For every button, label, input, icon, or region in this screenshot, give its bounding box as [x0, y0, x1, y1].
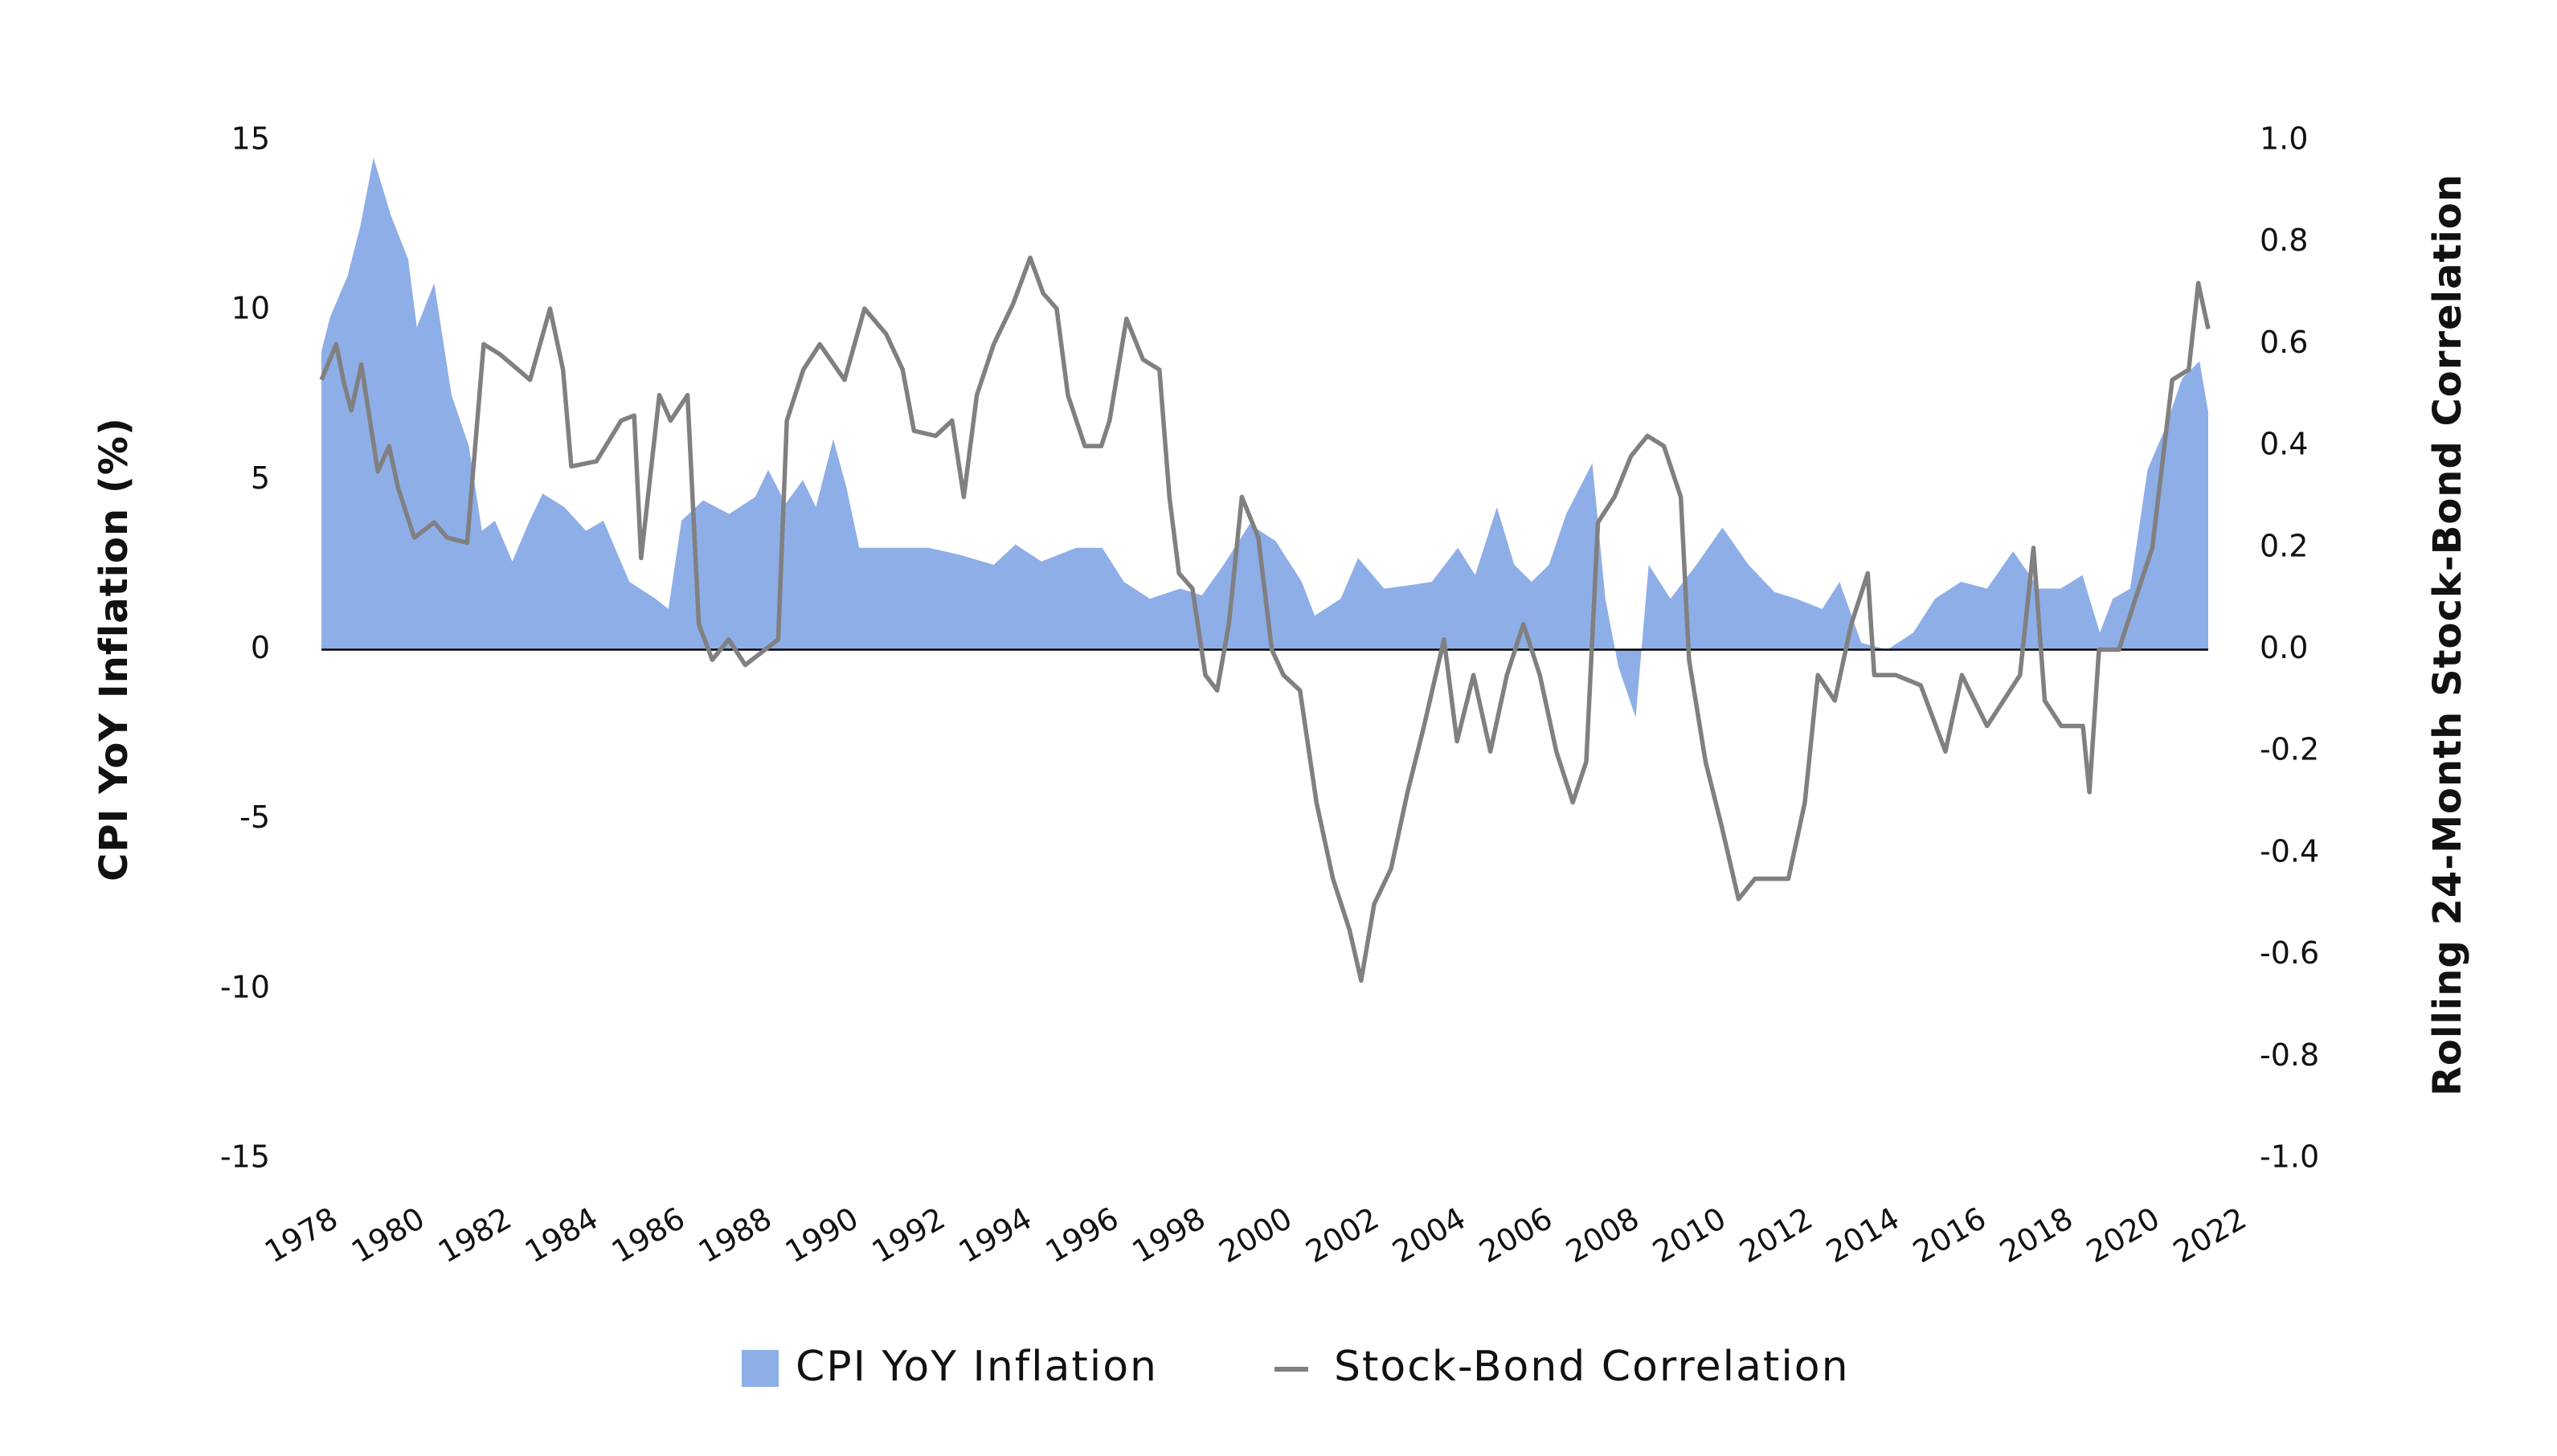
y2-tick-label: 0.2 — [2260, 528, 2308, 563]
x-tick-label: 1982 — [432, 1200, 518, 1270]
x-tick-label: 2006 — [1473, 1200, 1558, 1270]
x-tick-label: 1978 — [259, 1200, 344, 1270]
y2-tick-label: -0.6 — [2260, 935, 2319, 971]
y2-tick-label: 0.0 — [2260, 630, 2308, 665]
y2-axis-title: Rolling 24-Month Stock-Bond Correlation — [2425, 174, 2470, 1096]
x-tick-label: 1984 — [519, 1200, 604, 1270]
y2-tick-label: 0.8 — [2260, 223, 2308, 258]
x-tick-label: 1994 — [953, 1200, 1038, 1270]
x-tick-label: 2012 — [1733, 1200, 1819, 1270]
x-tick-label: 1980 — [346, 1200, 431, 1270]
x-tick-label: 2014 — [1820, 1200, 1905, 1270]
x-tick-label: 2008 — [1560, 1200, 1645, 1270]
legend-swatch — [742, 1350, 779, 1387]
y-tick-label: 5 — [251, 460, 270, 496]
x-tick-label: 2022 — [2167, 1200, 2252, 1270]
x-tick-label: 1996 — [1040, 1200, 1125, 1270]
y-tick-label: -10 — [220, 969, 270, 1004]
legend-label: CPI YoY Inflation — [796, 1343, 1158, 1391]
x-tick-label: 2020 — [2080, 1200, 2166, 1270]
y-tick-label: 15 — [231, 121, 270, 157]
x-tick-label: 2016 — [1907, 1200, 1992, 1270]
x-tick-label: 1990 — [779, 1200, 865, 1270]
y-tick-label: 10 — [231, 291, 270, 326]
y-tick-label: 0 — [251, 630, 270, 665]
x-tick-label: 1998 — [1127, 1200, 1212, 1270]
x-tick-label: 2010 — [1647, 1200, 1732, 1270]
x-tick-label: 2004 — [1386, 1200, 1471, 1270]
x-tick-label: 2002 — [1299, 1200, 1385, 1270]
y-tick-label: -5 — [239, 800, 270, 835]
cpi-area — [321, 157, 2209, 718]
x-tick-label: 1986 — [606, 1200, 691, 1270]
y-axis-title: CPI YoY Inflation (%) — [92, 417, 137, 881]
y2-tick-label: -1.0 — [2260, 1139, 2319, 1175]
legend-label: Stock-Bond Correlation — [1334, 1343, 1850, 1391]
y2-tick-label: -0.2 — [2260, 732, 2319, 767]
y2-tick-label: -0.8 — [2260, 1037, 2319, 1073]
x-tick-label: 2000 — [1213, 1200, 1298, 1270]
x-tick-label: 2018 — [1994, 1200, 2079, 1270]
y2-tick-label: 0.6 — [2260, 325, 2308, 360]
y2-tick-label: 1.0 — [2260, 121, 2308, 157]
y2-tick-label: -0.4 — [2260, 833, 2319, 869]
y-tick-label: -15 — [220, 1139, 270, 1175]
x-tick-label: 1988 — [693, 1200, 778, 1270]
x-tick-label: 1992 — [866, 1200, 951, 1270]
y2-tick-label: 0.4 — [2260, 427, 2308, 462]
correlation-line — [319, 255, 2211, 984]
